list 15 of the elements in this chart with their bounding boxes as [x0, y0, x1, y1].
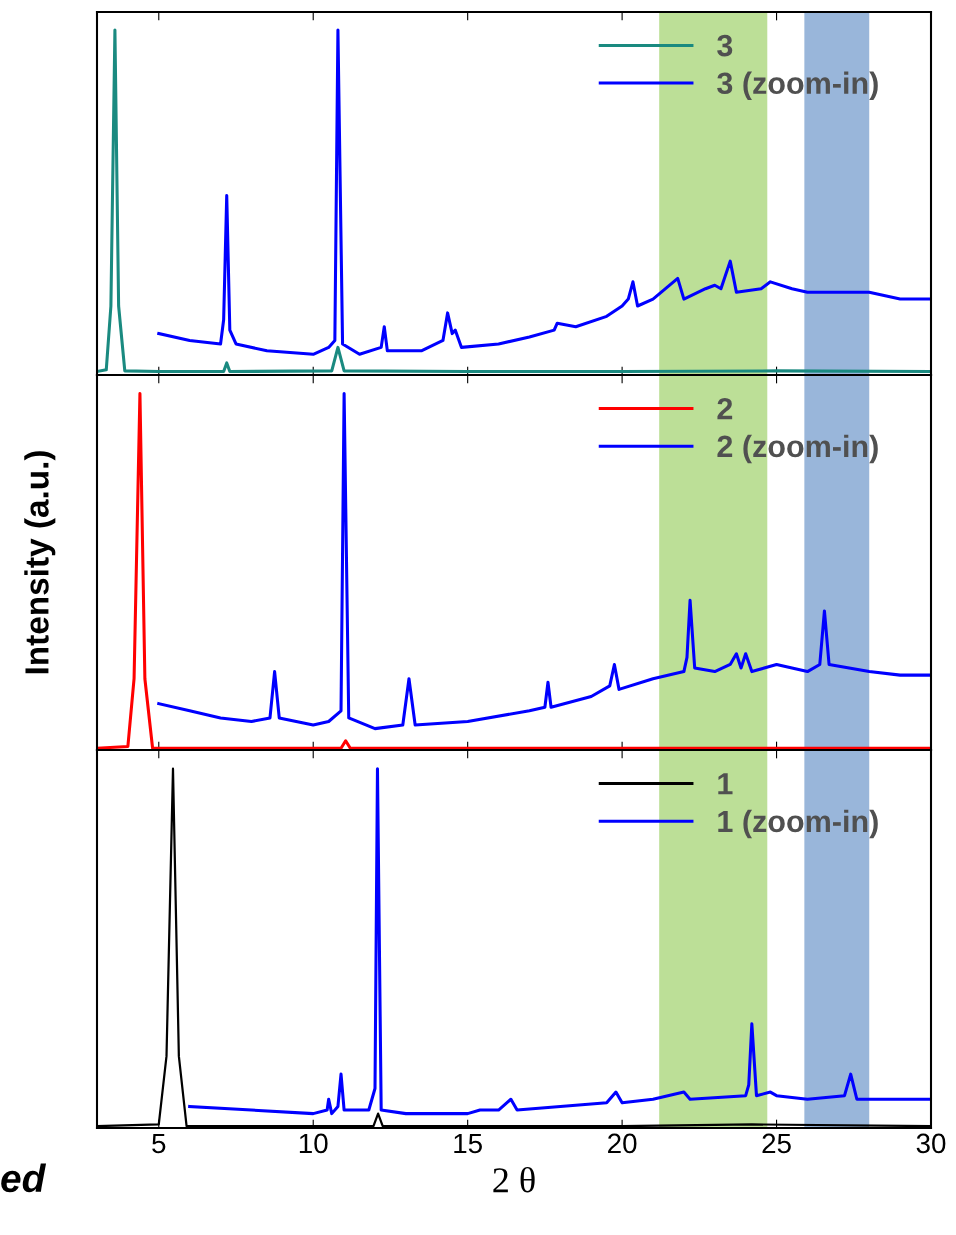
legend-label: 2 (zoom-in)	[717, 434, 878, 464]
legend-label: 1	[718, 773, 733, 795]
x-axis-title: 2 θ	[493, 1166, 535, 1193]
text: ed	[1, 1163, 47, 1193]
x-tick-label: 30	[916, 1133, 946, 1154]
x-tick-label: 25	[762, 1133, 791, 1154]
x-tick-label: 10	[299, 1133, 328, 1154]
legend-label: 1 (zoom-in)	[718, 809, 878, 839]
legend-label: 3 (zoom-in)	[717, 71, 878, 101]
y-axis-title: Intensity (a.u.)	[24, 451, 56, 674]
x-tick-label: 5	[152, 1133, 166, 1154]
legend-label: 3	[717, 34, 733, 57]
legend-label: 2	[717, 397, 733, 420]
x-tick-label: 15	[454, 1133, 482, 1154]
x-tick-label: 20	[608, 1133, 637, 1154]
